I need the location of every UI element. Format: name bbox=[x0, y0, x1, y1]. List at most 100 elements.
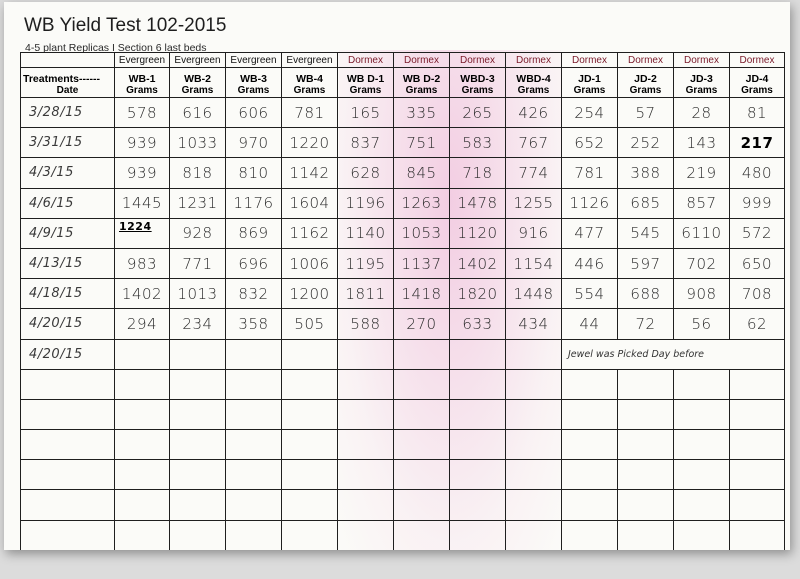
treatments-label: Treatments------ bbox=[20, 67, 115, 85]
value-cell: 219 bbox=[673, 157, 730, 189]
empty-cell bbox=[505, 398, 562, 431]
empty-cell bbox=[505, 459, 562, 491]
empty-cell bbox=[169, 398, 226, 431]
value-cell: 434 bbox=[505, 308, 562, 340]
value-cell: 702 bbox=[673, 247, 730, 280]
value-cell: 857 bbox=[673, 187, 730, 219]
value-cell: 572 bbox=[729, 217, 785, 249]
empty-cell bbox=[617, 519, 674, 550]
empty-cell bbox=[20, 459, 115, 491]
group-header: Dormex bbox=[729, 52, 785, 68]
date-cell: 4/9/15 bbox=[20, 217, 115, 249]
empty-cell bbox=[673, 429, 730, 461]
empty-row bbox=[20, 489, 785, 521]
unit-header: Grams bbox=[673, 85, 730, 98]
value-cell bbox=[114, 338, 170, 370]
date-label: Date bbox=[20, 85, 115, 98]
value-cell bbox=[393, 338, 450, 370]
value-cell: 1402 bbox=[114, 278, 170, 310]
value-cell: 1231 bbox=[169, 187, 226, 219]
empty-cell bbox=[561, 429, 618, 461]
value-cell: 1811 bbox=[337, 278, 394, 310]
value-cell: 270 bbox=[393, 308, 450, 340]
value-cell: 1478 bbox=[449, 187, 506, 219]
date-cell: 4/6/15 bbox=[20, 187, 115, 219]
empty-cell bbox=[337, 368, 394, 400]
empty-cell bbox=[393, 368, 450, 400]
value-cell: 767 bbox=[505, 127, 562, 159]
value-cell: 388 bbox=[617, 157, 674, 189]
value-cell: 939 bbox=[114, 127, 170, 159]
empty-cell bbox=[20, 519, 115, 550]
value-cell: 751 bbox=[393, 127, 450, 159]
group-header: Evergreen bbox=[281, 52, 338, 68]
empty-cell bbox=[337, 489, 394, 521]
empty-cell bbox=[561, 398, 618, 431]
empty-cell bbox=[337, 398, 394, 431]
empty-cell bbox=[281, 519, 338, 550]
value-cell: 165 bbox=[337, 96, 394, 129]
value-cell: 56 bbox=[673, 308, 730, 340]
value-cell: 252 bbox=[617, 127, 674, 159]
empty-cell bbox=[449, 489, 506, 521]
empty-row bbox=[20, 459, 785, 491]
empty-cell bbox=[561, 489, 618, 521]
empty-cell bbox=[449, 459, 506, 491]
empty-cell bbox=[281, 429, 338, 461]
value-cell bbox=[505, 338, 562, 370]
value-cell: 72 bbox=[617, 308, 674, 340]
empty-cell bbox=[393, 398, 450, 431]
empty-cell bbox=[449, 368, 506, 400]
yield-table: Evergreen Evergreen Evergreen Evergreen Dorm… bbox=[20, 52, 785, 550]
value-cell: 62 bbox=[729, 308, 785, 340]
group-header: Dormex bbox=[505, 52, 562, 68]
empty-cell bbox=[281, 368, 338, 400]
sheet-subtitle: 4-5 plant Replicas I Section 6 last beds bbox=[25, 42, 207, 54]
group-header: Dormex bbox=[393, 52, 450, 68]
column-header: WB-1 bbox=[114, 67, 170, 85]
value-cell bbox=[449, 338, 506, 370]
empty-cell bbox=[225, 489, 282, 521]
empty-cell bbox=[729, 519, 785, 550]
corrected-value: 1224 bbox=[119, 219, 152, 233]
date-cell: 4/13/15 bbox=[20, 247, 115, 280]
date-cell: 3/31/15 bbox=[20, 127, 115, 159]
empty-cell bbox=[114, 489, 170, 521]
unit-header: Grams bbox=[729, 85, 785, 98]
value-cell: 477 bbox=[561, 217, 618, 249]
value-cell: 837 bbox=[337, 127, 394, 159]
column-header: WBD-4 bbox=[505, 67, 562, 85]
value-cell: 616 bbox=[169, 96, 226, 129]
empty-cell bbox=[225, 398, 282, 431]
empty-cell bbox=[20, 429, 115, 461]
empty-cell bbox=[449, 519, 506, 550]
unit-header: Grams bbox=[505, 85, 562, 98]
empty-cell bbox=[505, 489, 562, 521]
sheet-title: WB Yield Test 102-2015 bbox=[24, 15, 227, 36]
group-header: Evergreen bbox=[225, 52, 282, 68]
empty-cell bbox=[114, 459, 170, 491]
value-cell: 28 bbox=[673, 96, 730, 129]
value-cell: 143 bbox=[673, 127, 730, 159]
empty-cell bbox=[20, 489, 115, 521]
group-header: Dormex bbox=[337, 52, 394, 68]
empty-cell bbox=[561, 368, 618, 400]
value-cell: 1263 bbox=[393, 187, 450, 219]
column-header: WB-3 bbox=[225, 67, 282, 85]
empty-cell bbox=[225, 519, 282, 550]
column-header: JD-2 bbox=[617, 67, 674, 85]
value-cell: 696 bbox=[225, 247, 282, 280]
empty-cell bbox=[225, 368, 282, 400]
column-header: WB D-1 bbox=[337, 67, 394, 85]
unit-header: Grams bbox=[225, 85, 282, 98]
value-cell: 480 bbox=[729, 157, 785, 189]
value-cell: 685 bbox=[617, 187, 674, 219]
group-header: Evergreen bbox=[114, 52, 170, 68]
group-header: Dormex bbox=[673, 52, 730, 68]
value-cell: 606 bbox=[225, 96, 282, 129]
empty-cell bbox=[393, 519, 450, 550]
date-cell: 4/20/15 bbox=[20, 308, 115, 340]
value-cell: 446 bbox=[561, 247, 618, 280]
value-cell: 781 bbox=[561, 157, 618, 189]
value-cell: 578 bbox=[114, 96, 170, 129]
